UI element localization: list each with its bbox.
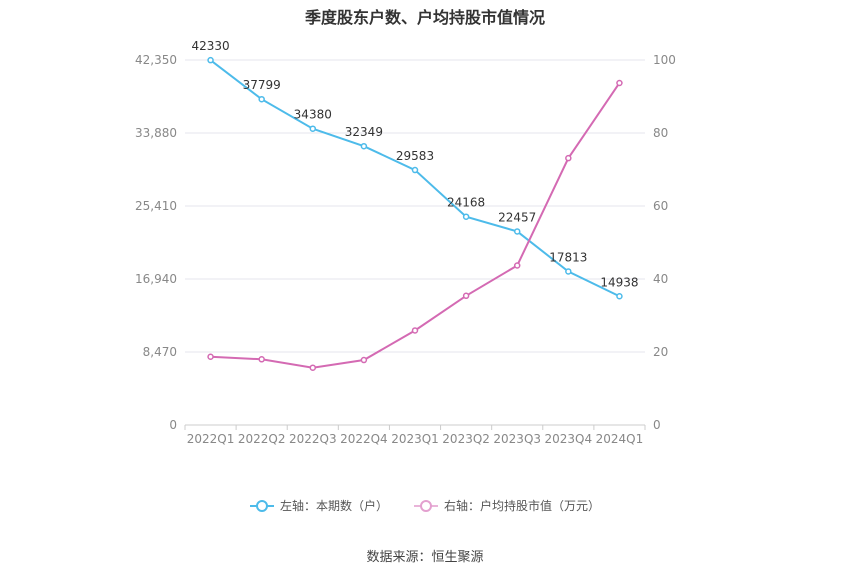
x-tick-label: 2022Q4	[340, 432, 388, 446]
y-right-tick-label: 0	[653, 418, 661, 432]
data-point-right	[309, 364, 317, 371]
data-point-left	[565, 268, 572, 275]
data-point-right	[360, 356, 368, 364]
legend-marker-pink-icon	[414, 499, 438, 512]
y-right-tick-label: 80	[653, 126, 668, 140]
y-right-tick-label: 60	[653, 199, 668, 213]
y-left-tick-label: 8,470	[143, 345, 177, 359]
data-label: 29583	[396, 149, 434, 163]
x-tick-label: 2023Q3	[493, 432, 541, 446]
data-point-left	[309, 125, 317, 132]
legend-label-right-series: 右轴：户均持股市值（万元）	[444, 499, 601, 513]
data-point-left	[207, 56, 214, 64]
data-label: 17813	[549, 250, 587, 264]
y-left-tick-label: 33,880	[135, 126, 177, 140]
x-tick-label: 2023Q4	[545, 432, 593, 446]
x-tick-label: 2023Q1	[391, 432, 439, 446]
x-tick-label: 2024Q1	[596, 432, 644, 446]
data-label: 42330	[191, 39, 229, 53]
data-point-left	[616, 293, 623, 300]
x-tick-label: 2022Q3	[289, 432, 337, 446]
y-left-tick-label: 16,940	[135, 272, 177, 286]
data-point-right	[513, 262, 521, 269]
data-source-note: 数据来源：恒生聚源	[366, 550, 484, 565]
legend-item-left-series[interactable]: 左轴：本期数（户）	[249, 497, 388, 514]
y-right-tick-label: 100	[653, 53, 676, 67]
data-label: 14938	[600, 275, 638, 289]
data-point-left	[462, 213, 470, 220]
y-left-tick-label: 42,350	[135, 53, 177, 67]
x-tick-label: 2023Q2	[442, 432, 490, 446]
chart-title: 季度股东户数、户均持股市值情况	[304, 8, 545, 27]
legend-label-left-series: 左轴：本期数（户）	[279, 499, 388, 513]
data-point-right	[207, 353, 214, 360]
data-point-right	[616, 79, 623, 87]
x-tick-label: 2022Q2	[238, 432, 286, 446]
x-tick-label: 2022Q1	[187, 432, 235, 446]
y-right-tick-label: 20	[653, 345, 668, 359]
data-point-right	[462, 292, 470, 300]
legend-marker-blue-icon	[249, 499, 274, 512]
data-point-right	[565, 154, 572, 162]
series-line-right	[210, 82, 621, 369]
data-label: 24168	[447, 196, 485, 210]
data-point-left	[411, 166, 419, 174]
data-label: 32349	[345, 125, 383, 139]
legend-item-right-series[interactable]: 右轴：户均持股市值（万元）	[414, 497, 600, 514]
data-point-right	[411, 327, 419, 334]
y-left-tick-label: 25,410	[135, 199, 177, 213]
data-point-left	[513, 228, 521, 235]
data-label: 34380	[294, 108, 332, 122]
data-label: 37799	[243, 78, 281, 92]
chart-legend: 左轴：本期数（户） 右轴：户均持股市值（万元）	[0, 497, 850, 514]
y-left-tick-label: 0	[169, 418, 177, 432]
data-label: 22457	[498, 210, 536, 224]
data-point-left	[258, 95, 265, 103]
data-point-left	[360, 142, 368, 150]
data-point-right	[258, 356, 265, 363]
y-right-tick-label: 40	[653, 272, 668, 286]
